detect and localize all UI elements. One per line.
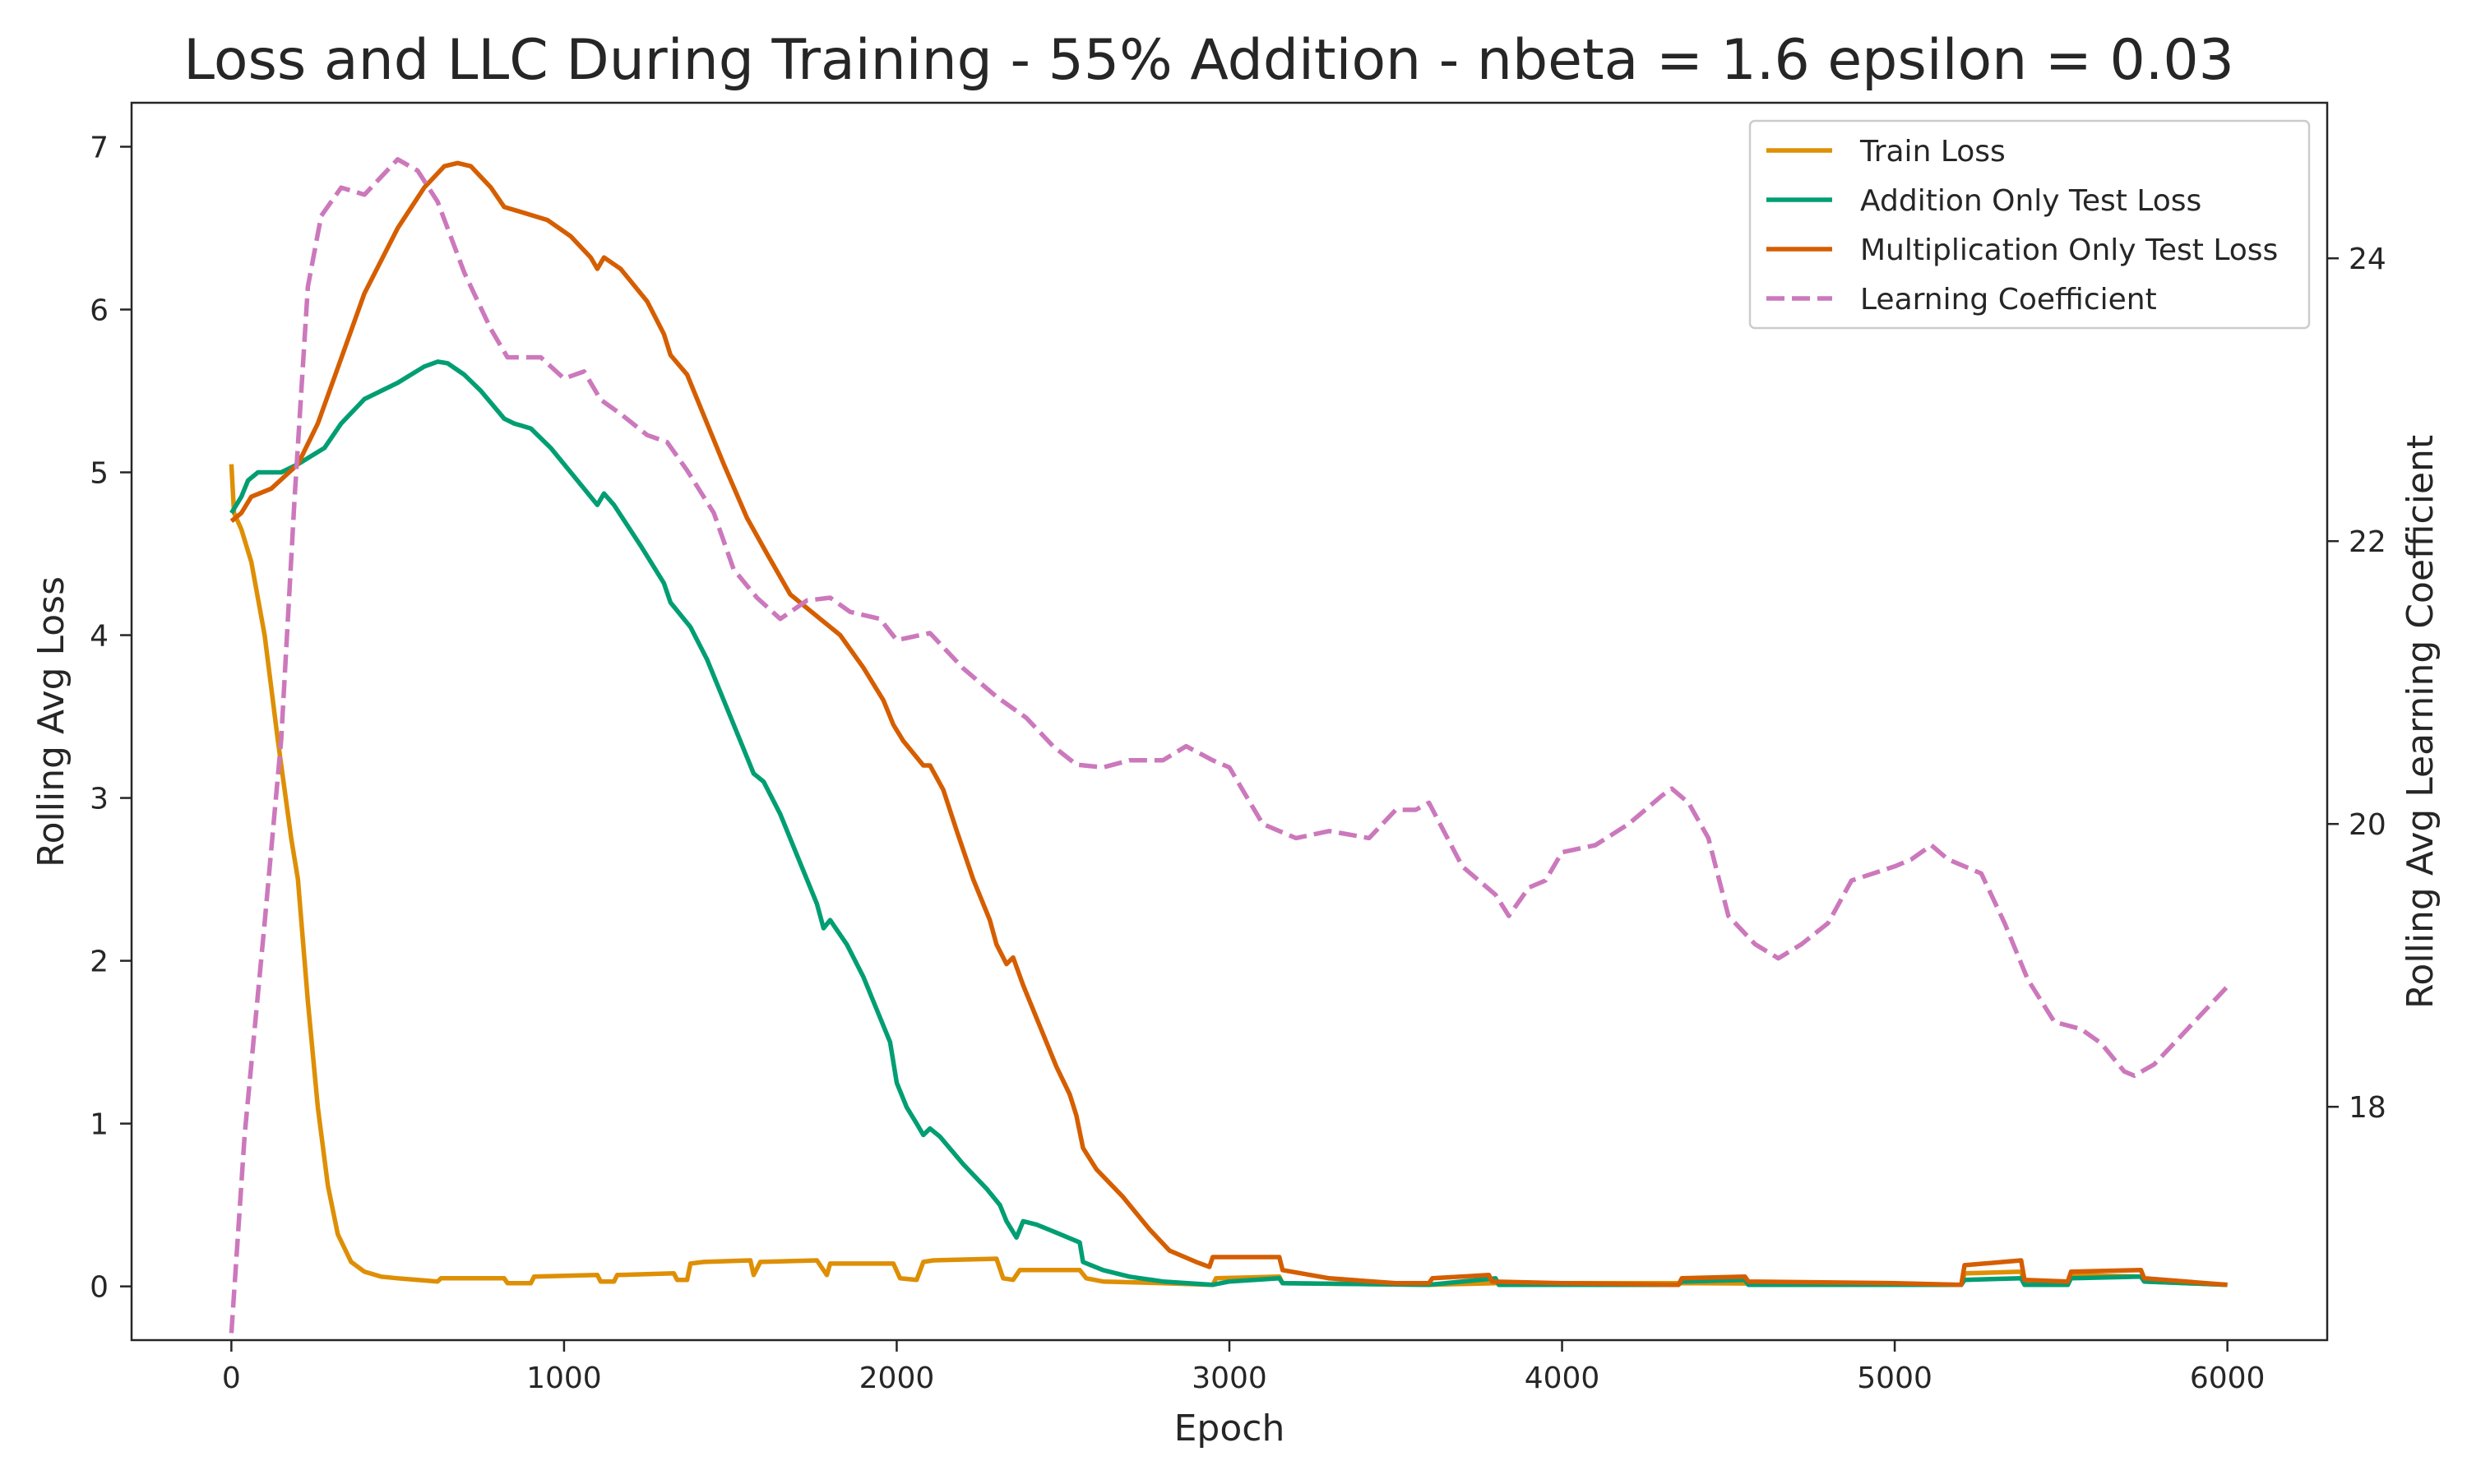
y-tick-label: 3	[90, 783, 109, 816]
y2-tick-label: 18	[2349, 1091, 2386, 1125]
y-tick-label: 4	[90, 620, 109, 654]
x-tick-label: 6000	[2190, 1361, 2266, 1395]
x-axis-label: Epoch	[1174, 1408, 1285, 1449]
y-tick-label: 0	[90, 1271, 109, 1305]
y2-axis-label: Rolling Avg Learning Coefficient	[2400, 435, 2442, 1009]
x-tick-label: 3000	[1192, 1361, 1267, 1395]
plot-area	[229, 157, 2229, 1334]
y-tick-label: 2	[90, 945, 109, 979]
y-tick-label: 1	[90, 1108, 109, 1142]
x-tick-label: 2000	[859, 1361, 935, 1395]
legend-box	[1748, 119, 2311, 330]
legend-label: Learning Coefficient	[1860, 283, 2157, 317]
y2-tick-label: 20	[2349, 808, 2386, 842]
x-tick-label: 0	[222, 1361, 241, 1395]
legend-label: Addition Only Test Loss	[1860, 184, 2201, 218]
chart-title: Loss and LLC During Training - 55% Addit…	[183, 28, 2234, 93]
y2-tick-label: 22	[2349, 525, 2386, 559]
x-tick-label: 1000	[526, 1361, 602, 1395]
x-axis: 0 1000 2000 3000 4000 5000 6000	[222, 1340, 2266, 1395]
legend: Train Loss Addition Only Test Loss Multipl…	[1748, 119, 2311, 330]
y-tick-label: 7	[90, 131, 109, 164]
y-axis-right: 18 20 22 24	[2327, 243, 2386, 1125]
series-line-4	[229, 157, 2229, 1334]
series-line-3	[229, 160, 2228, 1288]
series-line-2	[229, 359, 2228, 1288]
y-axis-left: 0 1 2 3 4 5 6 7	[90, 131, 132, 1305]
y2-tick-label: 24	[2349, 243, 2386, 276]
y-tick-label: 6	[90, 294, 109, 327]
y-tick-label: 5	[90, 457, 109, 491]
legend-label: Train Loss	[1859, 135, 2006, 169]
x-tick-label: 4000	[1525, 1361, 1600, 1395]
x-tick-label: 5000	[1857, 1361, 1932, 1395]
legend-label: Multiplication Only Test Loss	[1860, 233, 2278, 267]
y-axis-label: Rolling Avg Loss	[30, 576, 72, 867]
